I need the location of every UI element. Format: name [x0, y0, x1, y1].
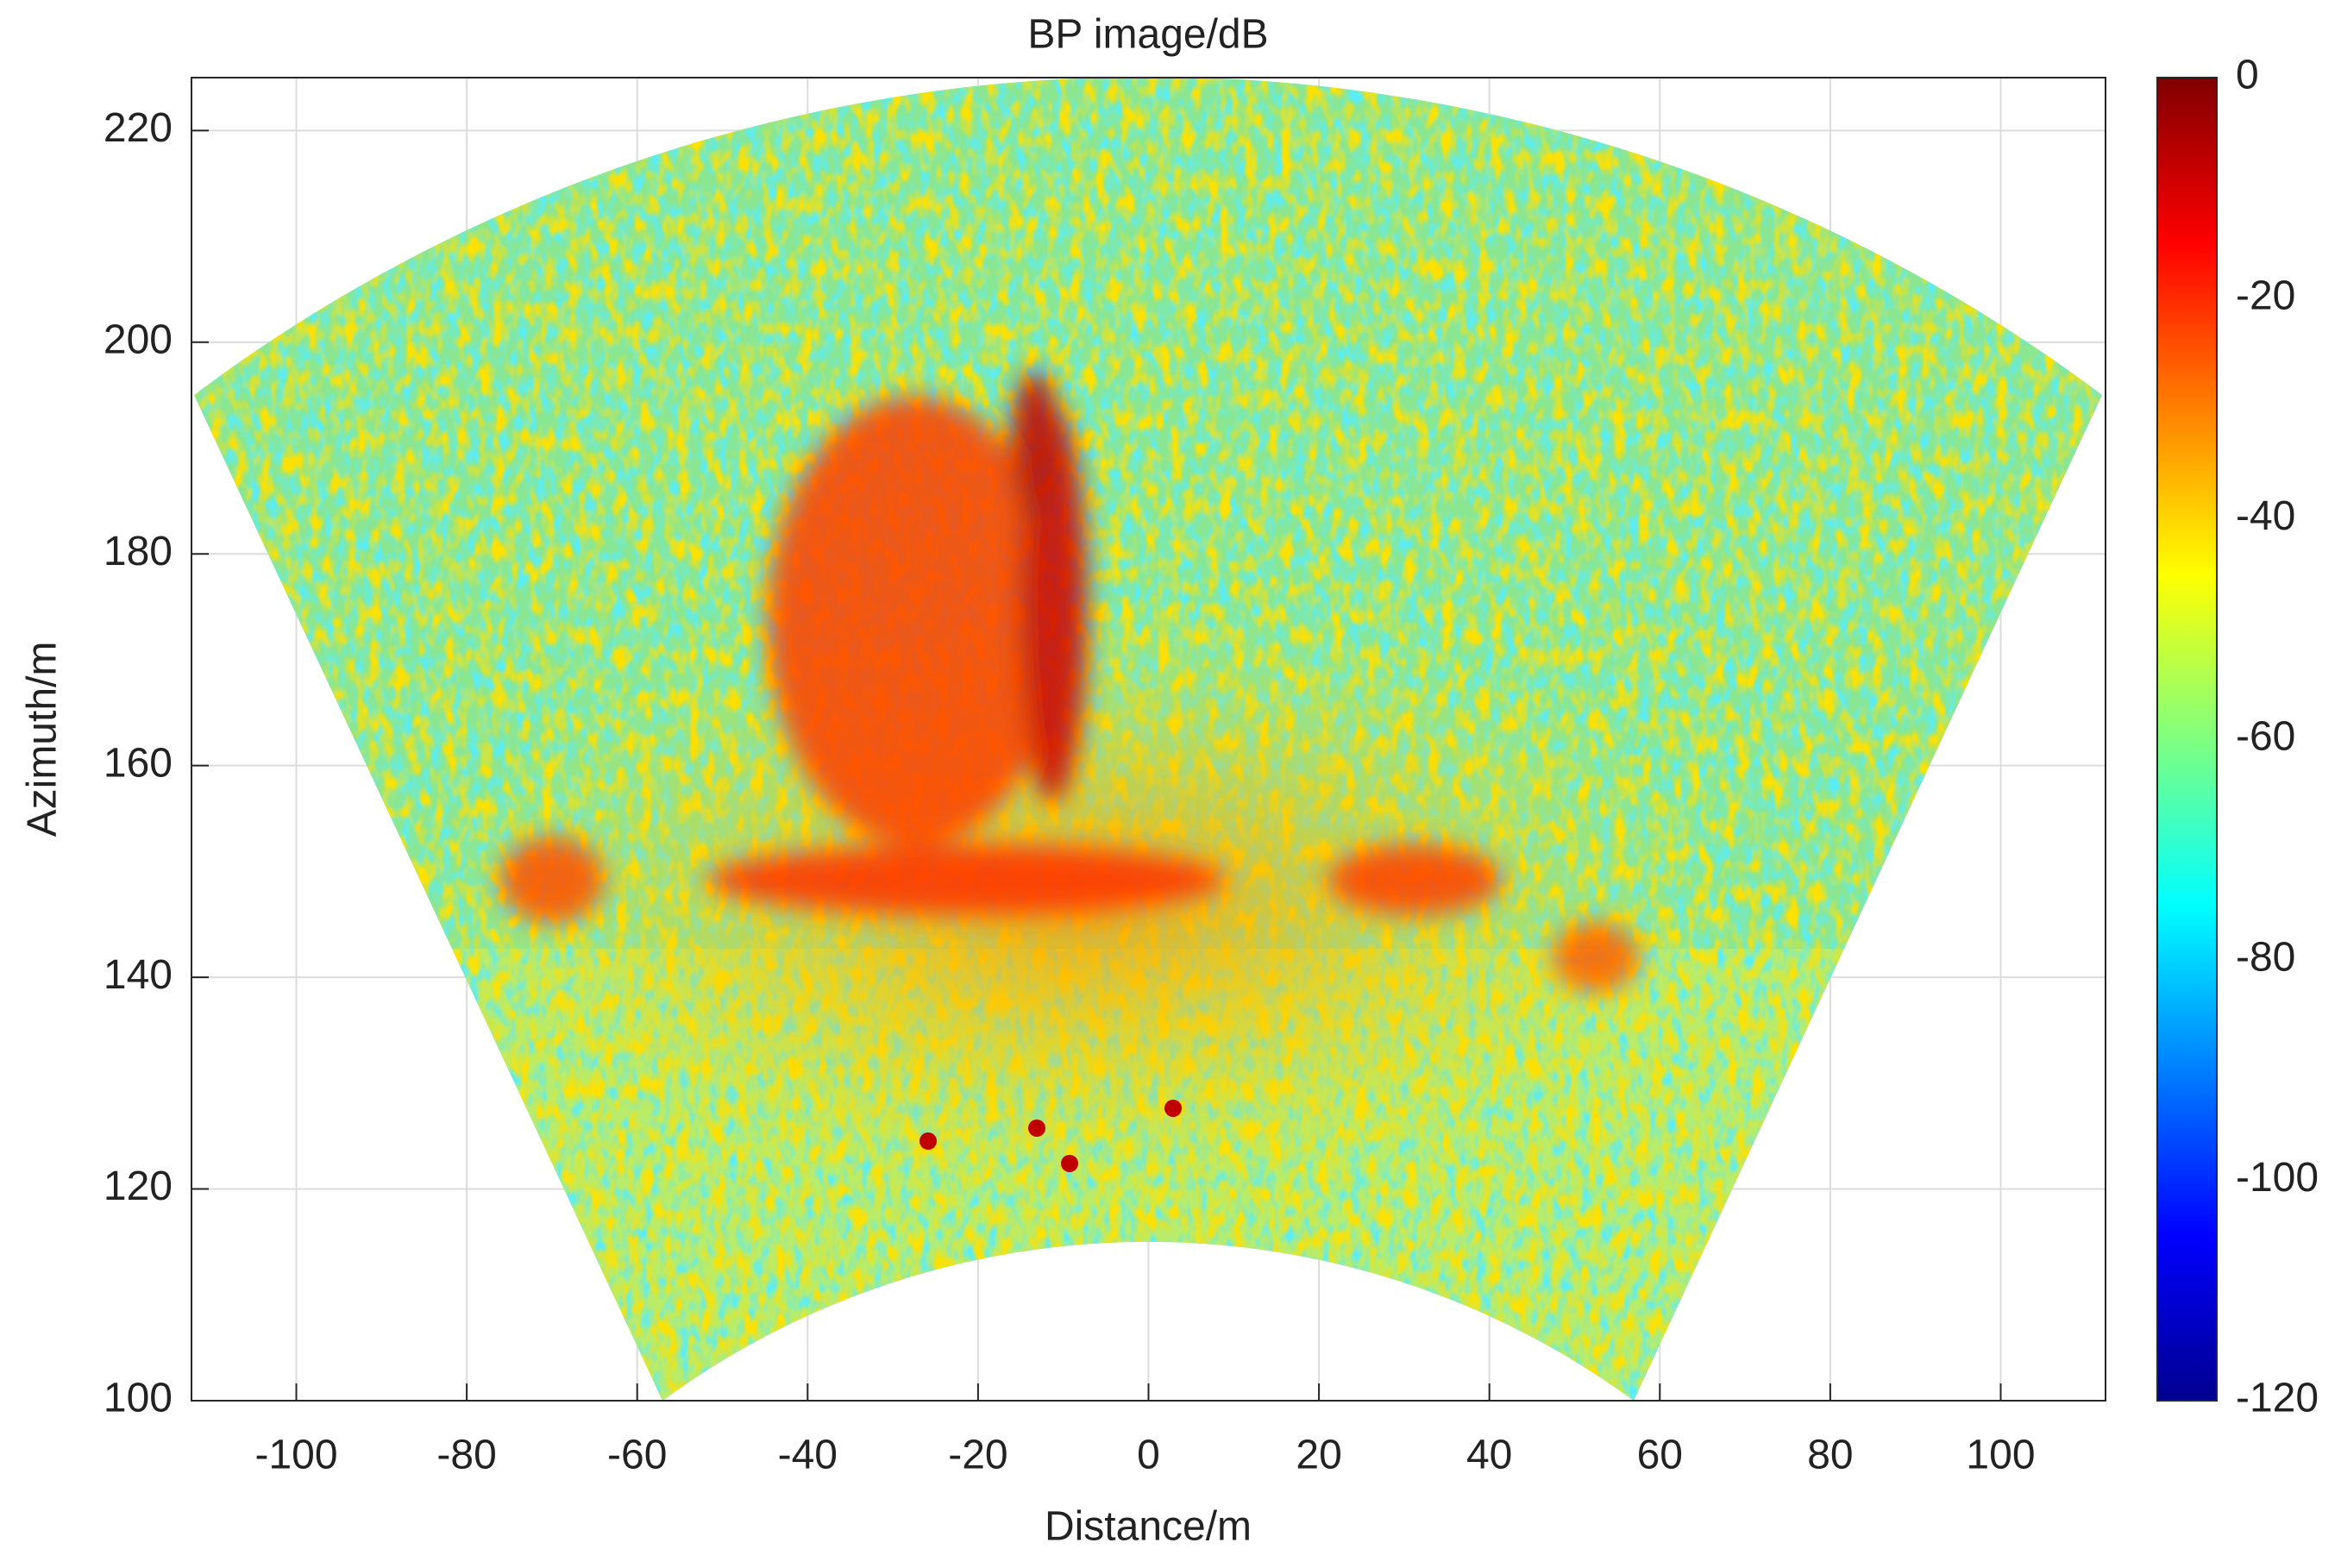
colorbar-tick-label: -60 — [2236, 714, 2295, 760]
y-tick-label: 120 — [104, 1163, 173, 1209]
colorbar-tick-label: -100 — [2236, 1155, 2319, 1201]
colorbar — [2156, 77, 2218, 1402]
x-tick-label: -60 — [607, 1433, 667, 1478]
x-tick-label: 40 — [1466, 1433, 1512, 1478]
x-tick-label: -100 — [254, 1433, 337, 1478]
y-axis-label: Azimuth/m — [20, 642, 66, 837]
y-tick-label: 160 — [104, 740, 173, 786]
colorbar-tick-label: -80 — [2236, 934, 2295, 980]
colorbar-tick-label: -120 — [2236, 1376, 2319, 1421]
x-tick-label: 80 — [1807, 1433, 1853, 1478]
axes: -100 -80 -60 -40 -20 0 20 40 60 80 100 100 120 140 160… — [104, 53, 2319, 1478]
x-tick-label: 0 — [1137, 1433, 1160, 1478]
colorbar-tick-label: 0 — [2236, 53, 2259, 98]
x-tick-label: -40 — [778, 1433, 838, 1478]
y-tick-label: 200 — [104, 317, 173, 362]
x-axis-label: Distance/m — [1045, 1504, 1252, 1550]
colorbar-tick-label: -20 — [2236, 273, 2295, 318]
x-tick-label: -20 — [948, 1433, 1007, 1478]
colorbar-tick-label: -40 — [2236, 493, 2295, 539]
y-tick-label: 220 — [104, 105, 173, 151]
chart-title: BP image/dB — [1027, 12, 1268, 58]
y-tick-label: 100 — [104, 1376, 173, 1421]
x-tick-label: -80 — [436, 1433, 496, 1478]
y-tick-label: 140 — [104, 952, 173, 998]
x-tick-label: 20 — [1296, 1433, 1341, 1478]
y-tick-label: 180 — [104, 529, 173, 574]
x-tick-label: 100 — [1966, 1433, 2035, 1478]
x-tick-label: 60 — [1637, 1433, 1683, 1478]
